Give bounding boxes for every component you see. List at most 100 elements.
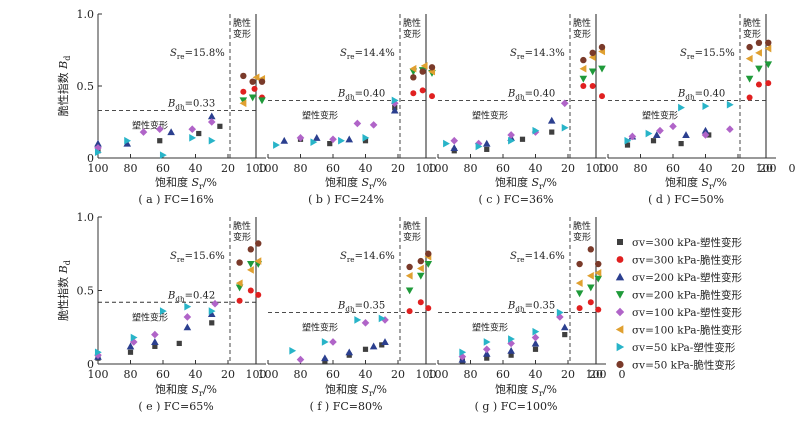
data-point: [755, 65, 763, 73]
bdh-label: Bdh=0.40: [677, 88, 725, 101]
x-tick-label: 60: [326, 162, 340, 175]
x-tick-label: 80: [124, 368, 138, 381]
data-point: [589, 83, 596, 89]
legend-marker: [616, 256, 624, 263]
data-point: [157, 138, 163, 144]
data-point: [482, 139, 491, 147]
data-point: [312, 134, 321, 141]
data-point: [410, 74, 417, 81]
data-point: [576, 260, 583, 268]
y-tick-label: 0: [87, 358, 94, 371]
data-point: [155, 125, 164, 133]
x-tick-label: 60: [326, 368, 340, 381]
data-point: [428, 64, 436, 71]
data-point: [159, 151, 167, 159]
brittle-zone-label: 脆性变形: [403, 17, 421, 40]
data-point: [701, 126, 710, 134]
data-point: [183, 323, 192, 331]
x-tick-label: 100: [428, 368, 449, 381]
data-point: [755, 81, 762, 88]
data-point: [406, 263, 413, 271]
x-tick-label: 40: [529, 162, 543, 175]
data-point: [354, 316, 362, 324]
data-point: [391, 96, 399, 105]
data-point: [556, 308, 564, 317]
data-point: [235, 279, 243, 287]
data-point: [764, 44, 772, 53]
data-point: [417, 299, 424, 306]
x-tick-label: 20: [391, 368, 405, 381]
data-point: [196, 130, 202, 137]
data-point: [208, 307, 216, 315]
panel-4: 100 80 60 40 20 100Sre=15.5%Bdh=0.40塑性变形脆性变形饱…: [598, 14, 777, 206]
brittle-zone-label: 脆性变形: [233, 17, 251, 40]
panel-caption: ( c ) FC=36%: [479, 193, 554, 206]
x-tick-label: 20: [589, 368, 603, 381]
data-point: [459, 348, 467, 357]
data-point: [184, 302, 192, 311]
x-tick-label: 100: [258, 162, 279, 175]
data-point: [580, 56, 587, 64]
data-point: [580, 83, 587, 89]
plastic-zone-label: 塑性变形: [472, 109, 508, 121]
data-point: [702, 102, 710, 110]
data-point: [669, 122, 677, 131]
data-point: [556, 313, 564, 321]
data-point: [507, 346, 515, 354]
data-point: [378, 314, 386, 323]
x-tick-label: 60: [666, 162, 680, 175]
data-point: [482, 349, 491, 357]
data-point: [406, 308, 413, 315]
data-point: [329, 338, 337, 346]
panel-caption: ( d ) FC=50%: [648, 193, 724, 206]
x-tick-label: 20: [391, 162, 405, 175]
data-point: [123, 139, 132, 147]
data-point: [482, 345, 491, 354]
x-tick-label: 100: [586, 368, 607, 381]
x-axis-title: 饱和度 Sr/%: [495, 382, 557, 398]
data-point: [139, 128, 148, 136]
data-point: [327, 141, 333, 147]
x-tick-label: 40: [189, 162, 203, 175]
bdh-label: Bdh=0.42: [167, 290, 215, 303]
data-point: [329, 135, 337, 144]
data-point: [519, 136, 526, 142]
legend-label: σv=300 kPa-塑性变形: [632, 236, 743, 249]
data-point: [151, 330, 159, 339]
data-point: [167, 128, 175, 136]
data-point: [682, 131, 690, 138]
data-point: [345, 135, 354, 143]
legend: σv=300 kPa-塑性变形 σv=300 kPa-脆性变形 σv=200 kPa…: [615, 236, 743, 372]
data-point: [579, 64, 587, 73]
panel-caption: ( b ) FC=24%: [308, 193, 384, 206]
x-tick-label: 100: [756, 162, 777, 175]
y-axis-row-2: 0 0.5 1.0 脆性指数 Bd: [56, 211, 102, 371]
bdh-label: Bdh=0.40: [507, 88, 555, 101]
data-point: [390, 106, 399, 114]
sre-label: Sre=14.3%: [510, 48, 565, 61]
legend-marker: [616, 342, 625, 352]
data-point: [183, 313, 192, 321]
bdh-label: Bdh=0.35: [507, 301, 555, 314]
data-point: [247, 266, 254, 274]
data-point: [296, 355, 305, 364]
brittle-zone-label: 脆性变形: [573, 220, 591, 243]
data-point: [94, 348, 102, 357]
data-point: [746, 94, 753, 101]
brittle-zone-label: 脆性变形: [403, 220, 421, 243]
data-point: [362, 138, 369, 144]
legend-label: σv=300 kPa-脆性变形: [632, 254, 743, 267]
data-point: [598, 43, 606, 51]
x-axis-title: 饱和度 Sr/%: [155, 175, 217, 191]
data-point: [575, 279, 583, 287]
legend-label: σv=200 kPa-脆性变形: [632, 289, 743, 302]
x-tick-label: 80: [294, 162, 308, 175]
x-tick-label: 100: [428, 162, 449, 175]
legend-label: σv=100 kPa-脆性变形: [632, 324, 743, 337]
brittle-zone-label: 脆性变形: [573, 17, 591, 40]
x-tick-label: 80: [294, 368, 308, 381]
y-tick-label: 0.5: [77, 80, 95, 93]
data-point: [755, 39, 763, 46]
data-point: [587, 299, 594, 306]
